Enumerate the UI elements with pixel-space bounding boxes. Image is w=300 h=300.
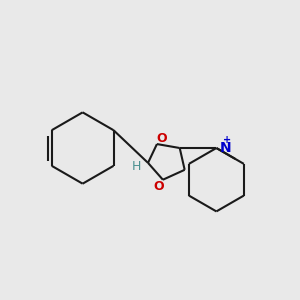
Text: O: O <box>157 132 167 145</box>
Text: N: N <box>219 141 231 155</box>
Text: O: O <box>154 180 164 193</box>
Text: +: + <box>223 135 231 145</box>
Text: H: H <box>131 160 141 173</box>
